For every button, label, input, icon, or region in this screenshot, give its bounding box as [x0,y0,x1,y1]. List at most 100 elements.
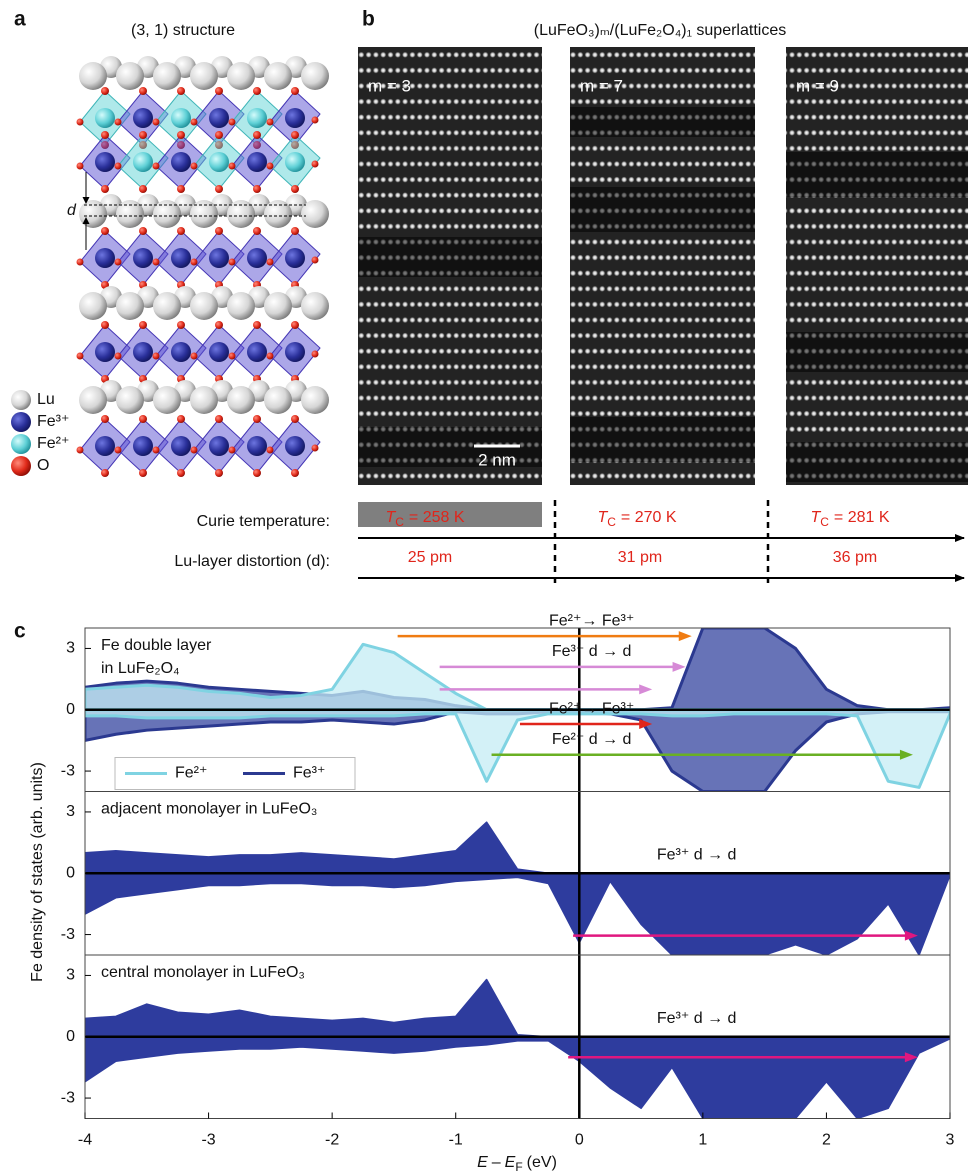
atom [139,321,147,329]
transition-label: Fe²⁺ d → d [552,731,632,748]
atom [301,200,329,228]
atom [215,469,223,477]
x-tick-label: -3 [201,1132,215,1149]
symbol: T [385,509,396,526]
atom [139,469,147,477]
subscript: C [607,515,616,529]
row-label: Lu-layer distortion (d): [174,553,330,570]
atom [79,200,107,228]
atom [139,131,147,139]
atom [209,152,229,172]
atom [76,352,84,360]
y-tick-label: 3 [66,803,75,820]
arrow-head [904,1052,918,1063]
dark-band [786,152,968,197]
atom [228,446,236,454]
atom [291,87,299,95]
arrow-head [678,631,692,642]
atom [247,342,267,362]
atom [101,131,109,139]
atom [264,62,292,90]
x-tick-label: -1 [449,1132,463,1149]
x-label-part: – [492,1154,501,1171]
dos-area [85,1036,950,1119]
y-axis-label: Fe density of states (arb. units) [29,762,46,982]
panel-a: (3, 1) structure d Lu Fe³⁺ Fe²⁺ O [11,22,329,477]
panel-c: Fe density of states (arb. units) E – EF (e… [29,612,954,1174]
y-tick-label: -3 [61,926,75,943]
y-tick-label: 0 [66,864,75,881]
atom [215,185,223,193]
dos-area [85,708,950,789]
atom [190,162,198,170]
atom [253,227,261,235]
micrograph-dots [786,47,968,485]
atom [301,292,329,320]
atom [190,292,218,320]
distortion-value: 31 pm [618,549,662,566]
atom [171,248,191,268]
atom [171,342,191,362]
y-tick-label: -3 [61,1089,75,1106]
legend-label: Lu [37,391,55,408]
y-tick-label: 3 [66,967,75,984]
y-tick-label: 0 [66,701,75,718]
atom [76,258,84,266]
atom [95,342,115,362]
atom [153,200,181,228]
atom [116,200,144,228]
atom [301,62,329,90]
legend-label: O [37,457,49,474]
x-label-part: (eV) [527,1154,557,1171]
x-label-part: E [505,1154,516,1171]
atom [227,292,255,320]
atom [266,258,274,266]
atom [247,248,267,268]
dark-band [570,187,755,232]
value-text: = 258 K [409,509,465,526]
atom [247,152,267,172]
atom [209,108,229,128]
atom [95,248,115,268]
atom [264,386,292,414]
atom [152,352,160,360]
atom [152,162,160,170]
atom [311,350,319,358]
atom [227,386,255,414]
image-label: m = 7 [580,76,623,95]
atom [152,258,160,266]
atom [266,118,274,126]
atom [227,200,255,228]
atom [253,415,261,423]
atom [190,352,198,360]
image-label: m = 3 [368,76,411,95]
atom [95,108,115,128]
atom [11,412,31,432]
atom [253,131,261,139]
atom [311,160,319,168]
atom [190,62,218,90]
atom [76,446,84,454]
distortion-symbol: d [67,202,77,219]
subscript: C [395,515,404,529]
legend-label: Fe³⁺ [293,765,325,782]
atom [114,118,122,126]
atom [247,436,267,456]
atom [228,162,236,170]
atom [209,342,229,362]
atom [101,321,109,329]
row-label: Curie temperature: [197,513,330,530]
atom [253,185,261,193]
transition-label: Fe³⁺ d → d [657,1010,737,1027]
legend-label: Fe³⁺ [37,413,69,430]
atom [266,162,274,170]
atom [209,248,229,268]
atom [139,415,147,423]
atom [177,131,185,139]
x-label-part: F [515,1160,522,1174]
atom [209,436,229,456]
atom [95,152,115,172]
atom [177,321,185,329]
atom [301,386,329,414]
panel-label: b [362,8,375,31]
